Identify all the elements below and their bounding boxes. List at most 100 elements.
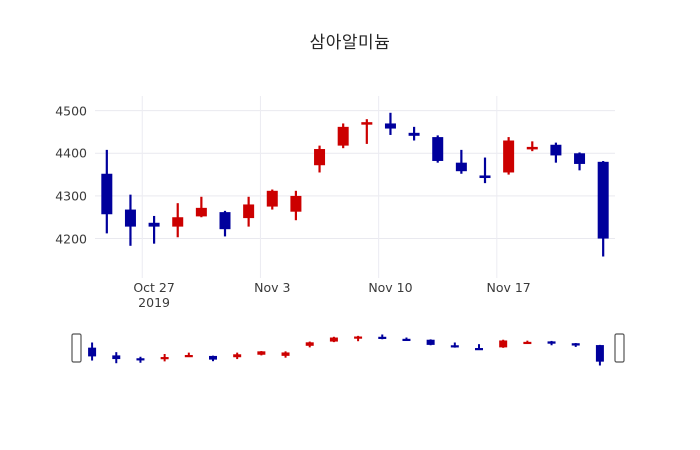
x-axis-tick-label: Nov 3 — [254, 280, 291, 295]
overview-candlestick[interactable] — [378, 334, 387, 340]
overview-candle-body — [112, 355, 121, 360]
candlestick[interactable] — [479, 157, 491, 184]
candle-body — [361, 122, 373, 125]
candlestick[interactable] — [101, 149, 113, 234]
overview-candlestick[interactable] — [233, 352, 242, 360]
overview-candle-body — [475, 348, 483, 351]
candlestick[interactable] — [384, 112, 396, 135]
y-axis-tick-label: 4200 — [55, 231, 87, 247]
candlestick[interactable] — [195, 196, 207, 218]
candlestick[interactable] — [526, 141, 538, 152]
candlestick[interactable] — [219, 210, 231, 237]
overview-candlestick[interactable] — [281, 351, 290, 358]
candle-body — [290, 195, 302, 212]
overview-candle-body — [426, 339, 435, 345]
candle-body — [550, 144, 562, 156]
overview-candle-body — [354, 336, 363, 339]
candle-body — [526, 146, 538, 150]
overview-candlestick[interactable] — [595, 344, 604, 366]
candle-body — [243, 204, 255, 219]
candle-body — [172, 217, 184, 227]
overview-candlestick[interactable] — [112, 352, 121, 364]
overview-candle-body — [305, 342, 314, 346]
candle-body — [455, 162, 467, 172]
candle-body — [266, 190, 278, 207]
candle-body — [219, 212, 231, 230]
overview-candle-body — [88, 347, 97, 357]
overview-candlestick[interactable] — [88, 342, 97, 361]
candlestick[interactable] — [266, 189, 278, 210]
candle-body — [432, 137, 444, 161]
overview-candle-body — [402, 338, 411, 342]
overview-candlestick[interactable] — [547, 340, 556, 346]
overview-candlestick[interactable] — [184, 352, 193, 358]
candle-body — [124, 209, 136, 227]
chart-title: 삼아알미늄 — [309, 33, 391, 53]
overview-candlestick[interactable] — [257, 351, 266, 356]
candlestick[interactable] — [172, 203, 184, 238]
candle-body — [384, 123, 396, 129]
range-handle-right[interactable] — [614, 333, 625, 363]
overview-candlestick[interactable] — [209, 355, 217, 362]
candlestick[interactable] — [243, 196, 255, 227]
overview-candle-body — [160, 357, 169, 360]
overview-candle-body — [450, 345, 459, 348]
overview-candle-body — [547, 341, 556, 344]
overview-candle-body — [184, 355, 193, 358]
overview-candlestick[interactable] — [354, 335, 363, 342]
overview-candlestick[interactable] — [426, 339, 435, 346]
y-axis-tick-label: 4300 — [55, 188, 87, 204]
overview-candle-body — [233, 354, 242, 358]
overview-candle-body — [571, 343, 580, 346]
overview-candlestick[interactable] — [305, 341, 314, 348]
candlestick[interactable] — [337, 123, 349, 149]
candlestick[interactable] — [290, 190, 302, 221]
overview-candlestick[interactable] — [160, 354, 169, 362]
overview-candle-body — [499, 340, 508, 348]
candle-body — [101, 173, 113, 215]
candlestick[interactable] — [455, 149, 467, 174]
candle-body — [503, 140, 515, 173]
overview-candlestick[interactable] — [402, 337, 411, 342]
range-handle-left[interactable] — [71, 333, 82, 363]
y-axis-tick-label: 4400 — [55, 145, 87, 161]
candlestick[interactable] — [314, 145, 326, 173]
candlestick[interactable] — [408, 126, 420, 141]
candlestick[interactable] — [550, 142, 562, 163]
overview-candlestick[interactable] — [136, 356, 145, 363]
candlestick[interactable] — [432, 135, 444, 163]
candlestick[interactable] — [124, 194, 136, 246]
x-axis-tick-label: Nov 17 — [486, 280, 531, 295]
candle-body — [479, 175, 491, 179]
candle-body — [574, 153, 586, 164]
candle-body — [408, 132, 420, 136]
overview-candlestick[interactable] — [523, 340, 532, 345]
y-axis-tick-label: 4500 — [55, 103, 87, 119]
overview-candle-body — [378, 336, 387, 339]
overview-candle-body — [523, 341, 532, 345]
overview-candle-body — [209, 355, 217, 360]
x-axis-tick-label: Nov 10 — [368, 280, 413, 295]
candle-body — [314, 149, 326, 166]
overview-candlestick[interactable] — [329, 336, 338, 343]
overview-candlestick[interactable] — [475, 344, 483, 351]
overview-candlestick[interactable] — [499, 339, 508, 348]
candle-body — [148, 222, 160, 227]
x-axis-tick-label: Oct 27 2019 — [133, 280, 175, 310]
overview-candlestick[interactable] — [450, 342, 459, 348]
candlestick[interactable] — [574, 152, 586, 171]
candlestick[interactable] — [503, 137, 515, 175]
overview-candle-body — [257, 351, 266, 355]
overview-candle-body — [595, 345, 604, 362]
candlestick[interactable] — [597, 160, 609, 257]
overview-candle-body — [329, 337, 338, 342]
candlestick[interactable] — [361, 119, 373, 144]
overview-candle-body — [281, 352, 290, 356]
candle-body — [195, 207, 207, 217]
overview-candlestick[interactable] — [571, 343, 580, 347]
candle-body — [597, 161, 609, 239]
candlestick[interactable] — [148, 215, 160, 244]
